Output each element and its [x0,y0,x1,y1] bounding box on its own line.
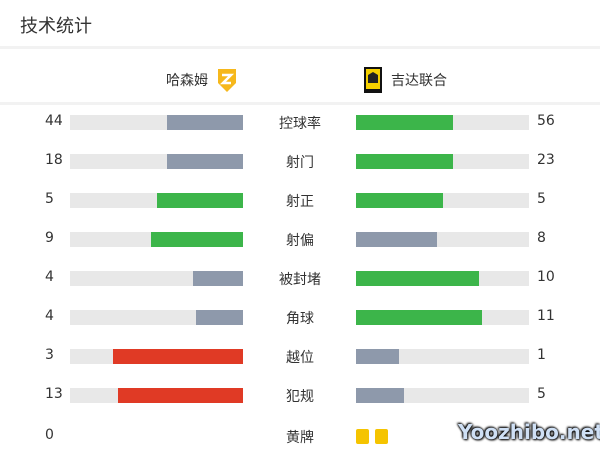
away-yellow-cards [356,429,394,448]
away-value: 56 [537,113,555,129]
stat-row: 3 越位 1 [0,346,600,366]
home-bar-fill [118,388,243,403]
home-team-name: 哈森姆 [166,73,208,89]
away-bar-fill [356,115,453,130]
away-bar-fill [356,349,400,364]
home-bar-fill [166,115,243,130]
home-value: 0 [45,427,54,443]
away-bar [356,388,529,403]
page-title: 技术统计 [20,16,92,37]
stat-label: 角球 [286,311,314,327]
home-value: 13 [45,386,63,402]
home-value: 3 [45,347,54,363]
home-bar [70,232,243,247]
away-team[interactable]: 吉达联合 [363,66,447,94]
stat-row: 4 被封堵 10 [0,268,600,288]
away-bar [356,193,529,208]
stat-label: 黄牌 [286,430,314,446]
away-value: 1 [537,347,546,363]
stat-label: 射偏 [286,233,314,249]
home-bar-fill [166,154,243,169]
away-team-logo-icon [364,67,382,93]
away-bar [356,271,529,286]
away-value: 10 [537,269,555,285]
away-bar-fill [356,193,443,208]
watermark: Yoozhibo.net [458,420,600,444]
stat-label: 控球率 [279,116,321,132]
away-value: 8 [537,230,546,246]
away-value: 5 [537,386,546,402]
stat-row: 9 射偏 8 [0,229,600,249]
divider [0,46,600,49]
away-value: 5 [537,191,546,207]
away-bar-fill [356,388,405,403]
stat-row: 5 射正 5 [0,190,600,210]
home-value: 4 [45,269,54,285]
home-bar [70,154,243,169]
home-bar [70,193,243,208]
home-value: 18 [45,152,63,168]
away-bar-fill [356,154,453,169]
away-bar [356,154,529,169]
home-bar-fill [192,271,243,286]
away-bar-fill [356,271,479,286]
yellow-card-icon [356,429,369,444]
stat-row: 18 射门 23 [0,151,600,171]
home-bar-fill [156,193,243,208]
stat-row: 13 犯规 5 [0,385,600,405]
away-bar [356,349,529,364]
home-value: 9 [45,230,54,246]
stat-label: 被封堵 [279,272,321,288]
stat-label: 犯规 [286,389,314,405]
home-bar-fill [196,310,243,325]
divider [0,102,600,105]
home-value: 5 [45,191,54,207]
stat-label: 射正 [286,194,314,210]
home-bar [70,388,243,403]
home-value: 4 [45,308,54,324]
home-value: 44 [45,113,63,129]
home-bar [70,115,243,130]
stat-row-yellow-cards: 0 黄牌 [0,426,600,446]
away-value: 23 [537,152,555,168]
home-bar-fill [151,232,243,247]
home-bar-fill [113,349,243,364]
stat-row: 4 角球 11 [0,307,600,327]
away-bar [356,310,529,325]
away-team-name: 吉达联合 [391,73,447,89]
home-bar [70,310,243,325]
stat-label: 射门 [286,155,314,171]
away-bar [356,115,529,130]
stat-label: 越位 [286,350,314,366]
stat-row: 44 控球率 56 [0,112,600,132]
home-team-logo-icon [218,69,236,92]
home-team[interactable]: 哈森姆 [166,66,238,94]
home-bar [70,271,243,286]
away-value: 11 [537,308,555,324]
home-bar [70,349,243,364]
away-bar-fill [356,232,438,247]
away-bar [356,232,529,247]
yellow-card-icon [375,429,388,444]
away-bar-fill [356,310,483,325]
